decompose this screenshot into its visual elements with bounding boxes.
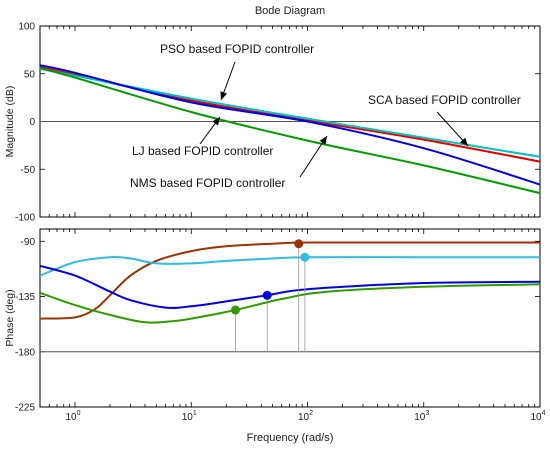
x-tick-exponent: 4 [542, 410, 546, 417]
x-tick-base: 10 [65, 412, 77, 423]
x-tick-label: 101 [182, 410, 197, 423]
phase-margin-marker-sca [300, 252, 310, 262]
phase-y-tick-label: -225 [15, 403, 35, 414]
chart-title: Bode Diagram [255, 5, 325, 17]
phase-axis-label: Phase (deg) [4, 289, 16, 346]
annotation-arrow-shaft [299, 135, 328, 178]
x-tick-label: 102 [298, 410, 313, 423]
magnitude-plot: 100 50 0 -50 -100 PSO based FOPID controller… [4, 22, 541, 224]
phase-plot-area [39, 228, 541, 408]
magnitude-y-tick-label: -100 [15, 213, 35, 224]
annotation-label: NMS based FOPID controller [130, 176, 285, 190]
x-tick-label: 100 [65, 410, 80, 423]
x-tick-exponent: 2 [309, 410, 313, 417]
x-tick-base: 10 [298, 412, 310, 423]
annotation-label: SCA based FOPID controller [368, 93, 521, 107]
magnitude-y-tick-label: -50 [21, 165, 36, 176]
x-tick-base: 10 [414, 412, 426, 423]
phase-line-sca [40, 255, 540, 277]
phase-margin-marker-lj [262, 290, 272, 300]
annotation-arrowhead [319, 136, 327, 145]
x-tick-exponent: 1 [193, 410, 197, 417]
magnitude-axis-label: Magnitude (dB) [4, 86, 16, 158]
phase-line-pso [40, 241, 540, 320]
magnitude-y-tick-label: 50 [24, 69, 36, 80]
phase-y-tick-label: -180 [15, 347, 35, 358]
annotation-arrowhead [220, 91, 228, 100]
annotation-arrowhead [460, 137, 468, 146]
phase-margin-marker-nms [230, 305, 240, 315]
phase-line-lj [40, 264, 540, 309]
magnitude-y-tick-label: 0 [29, 117, 35, 128]
frequency-axis-label: Frequency (rad/s) [247, 432, 334, 444]
phase-y-tick-label: -90 [21, 237, 36, 248]
x-tick-exponent: 3 [425, 410, 429, 417]
magnitude-line-lj [40, 64, 540, 186]
magnitude-line-sca [40, 68, 540, 158]
phase-y-tick-label: -135 [15, 292, 35, 303]
annotation-label: LJ based FOPID controller [132, 144, 273, 158]
annotation-label: PSO based FOPID controller [160, 42, 314, 56]
magnitude-line-nms [40, 67, 540, 195]
annotation-arrowhead [212, 117, 220, 126]
x-tick-base: 10 [182, 412, 194, 423]
phase-margin-marker-pso [294, 239, 304, 249]
magnitude-y-tick-label: 100 [18, 22, 35, 33]
x-tick-exponent: 0 [77, 410, 81, 417]
x-tick-base: 10 [530, 412, 542, 423]
phase-line-nms [40, 283, 540, 324]
x-tick-label: 104 [530, 410, 545, 423]
phase-plot: -90 -135 -180 -225 Phase (deg) [4, 228, 541, 414]
x-tick-label: 103 [414, 410, 429, 423]
